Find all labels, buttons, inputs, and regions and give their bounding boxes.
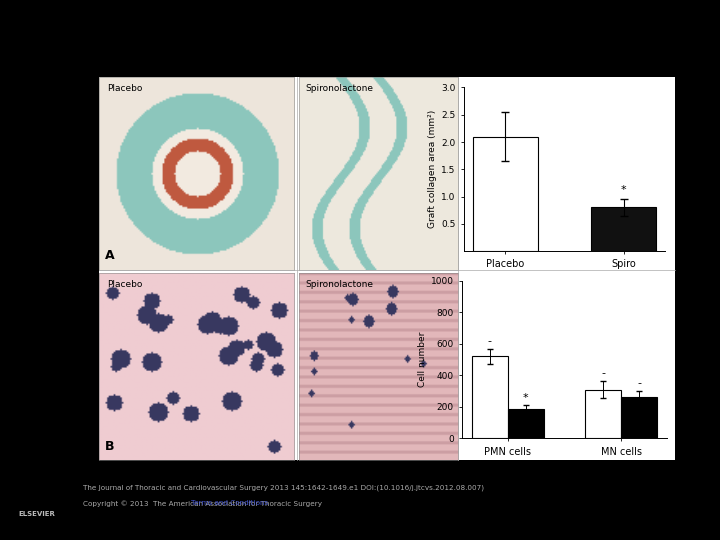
Text: -: - (601, 368, 605, 378)
Y-axis label: Cell number: Cell number (418, 332, 427, 387)
Bar (473, 137, 538, 251)
Bar (621, 397, 657, 438)
Text: *: * (621, 185, 626, 195)
Text: A: A (105, 249, 114, 262)
Text: Figure 5: Figure 5 (332, 33, 388, 48)
Bar (591, 207, 656, 251)
Text: The Journal of Thoracic and Cardiovascular Surgery 2013 145:1642-1649.e1 DOI:(10: The Journal of Thoracic and Cardiovascul… (83, 485, 484, 491)
Text: Copyright © 2013  The American Association for Thoracic Surgery: Copyright © 2013 The American Associatio… (83, 500, 324, 507)
Text: 🌳: 🌳 (32, 486, 41, 504)
Text: B: B (105, 440, 114, 453)
Bar (585, 389, 621, 438)
Text: Terms and Conditions: Terms and Conditions (191, 500, 269, 507)
Bar (472, 356, 508, 438)
Text: -: - (637, 379, 642, 388)
Text: *: * (523, 393, 528, 402)
Text: Spironolactone: Spironolactone (305, 280, 373, 289)
Text: Placebo: Placebo (107, 84, 143, 93)
Text: Spironolactone: Spironolactone (305, 84, 373, 93)
Text: -: - (487, 336, 492, 347)
Bar (508, 409, 544, 438)
Y-axis label: Graft collagen area (mm²): Graft collagen area (mm²) (428, 110, 437, 228)
Text: ELSEVIER: ELSEVIER (18, 511, 55, 517)
Text: Placebo: Placebo (107, 280, 143, 289)
